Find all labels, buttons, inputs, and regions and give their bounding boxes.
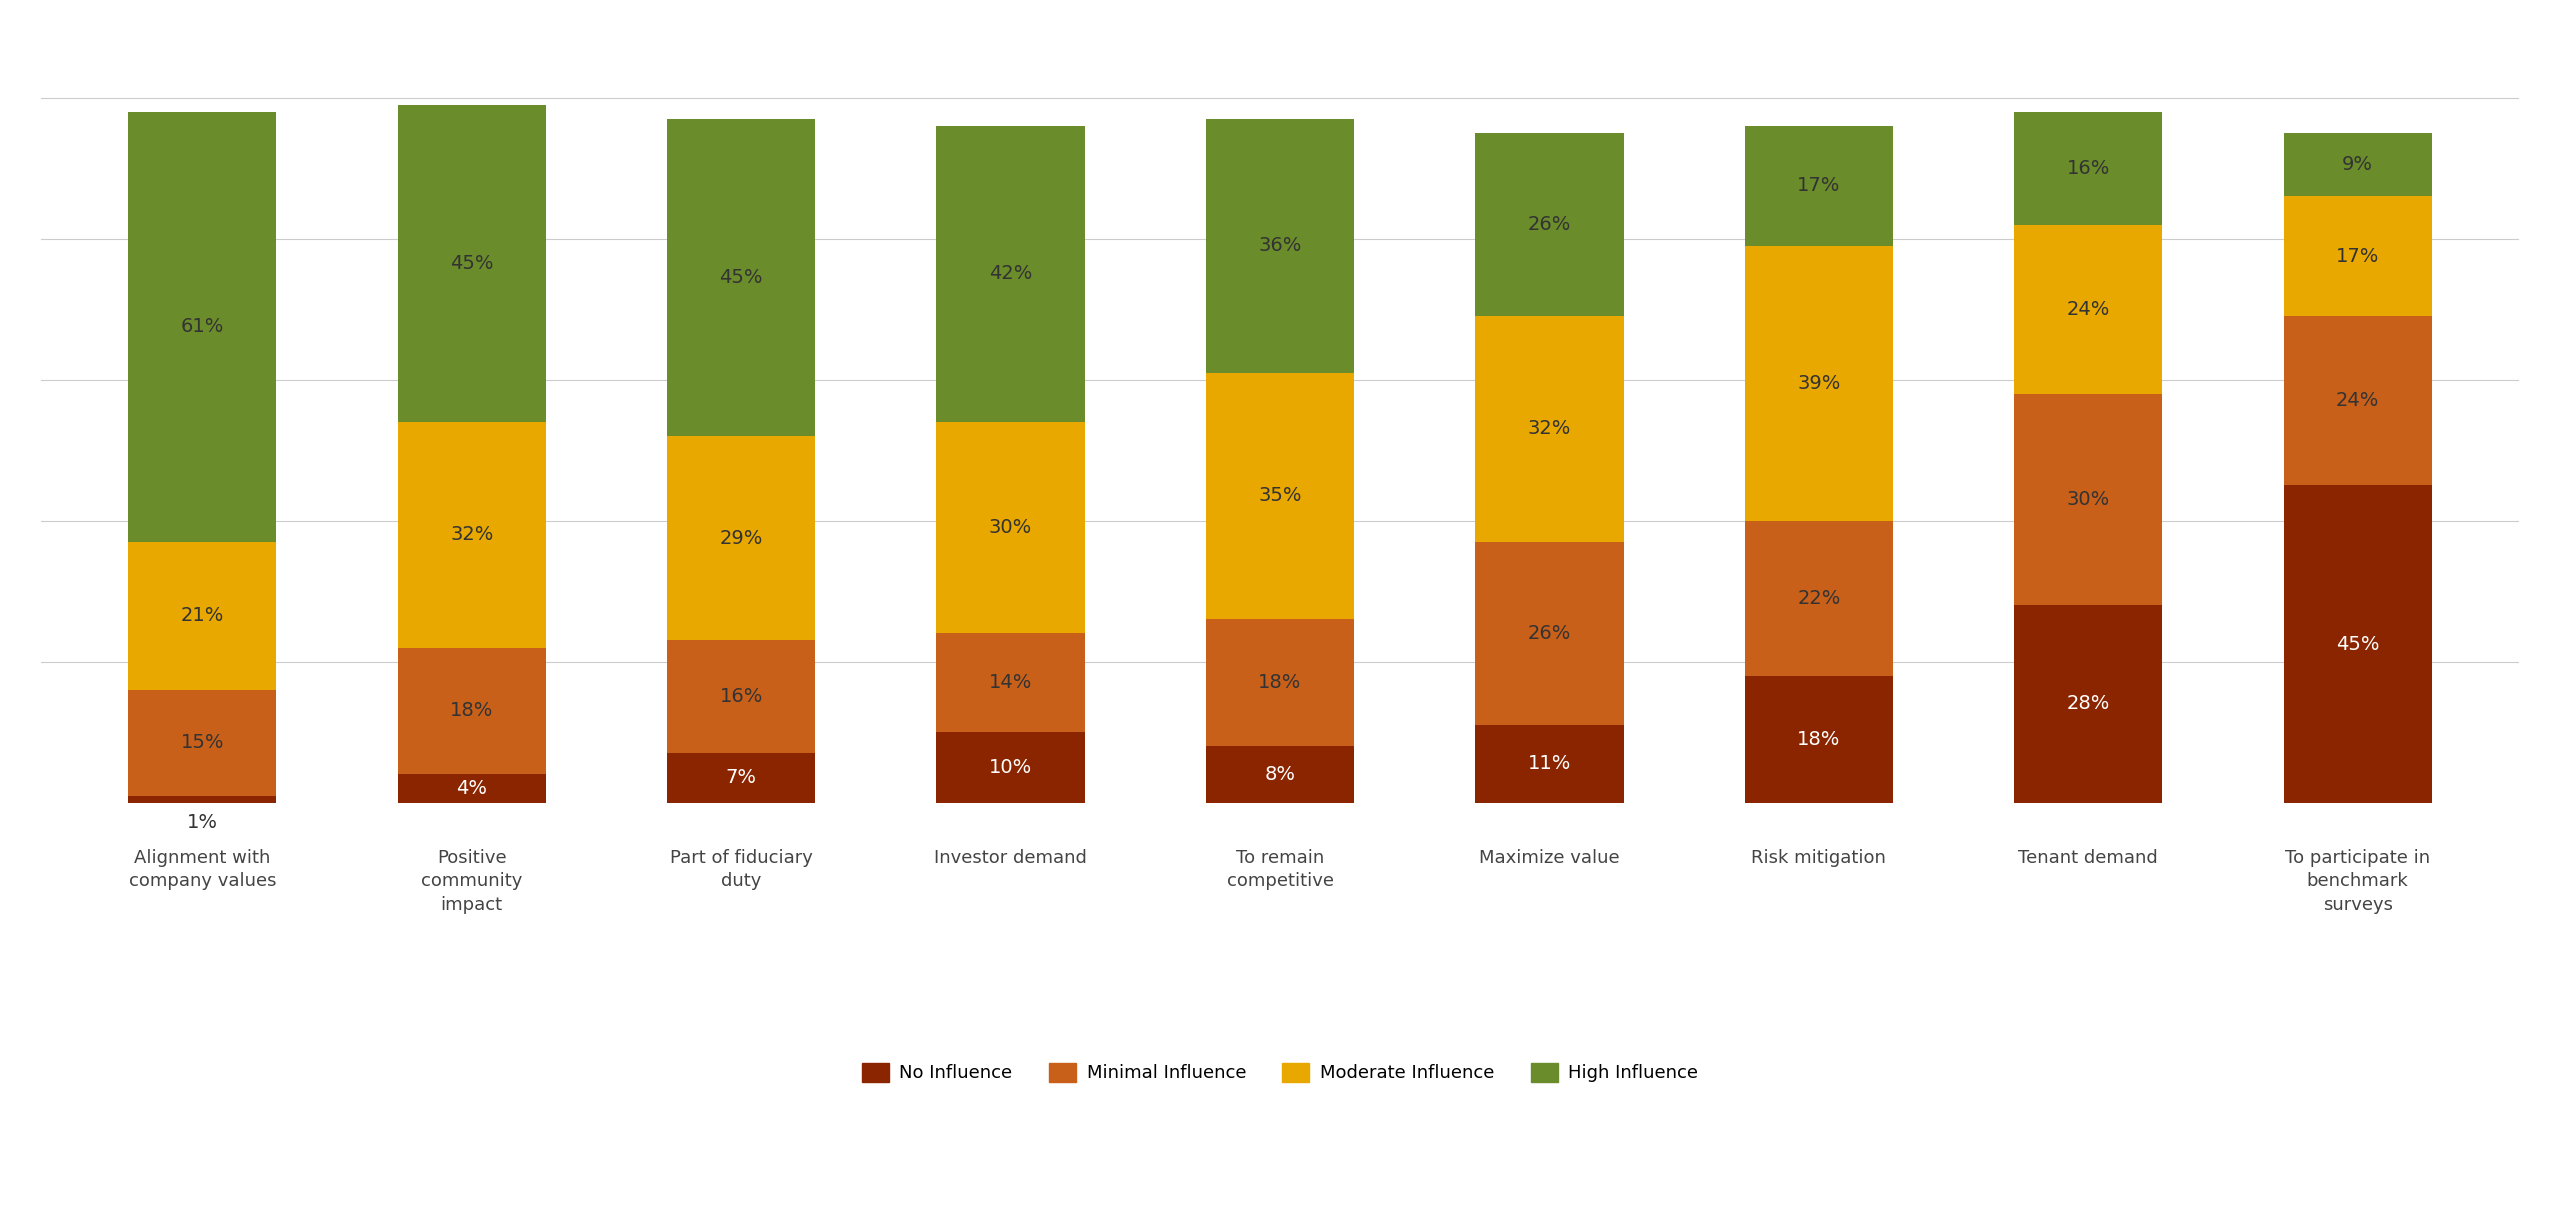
Text: 29%: 29%	[719, 528, 763, 548]
Bar	[2284, 486, 2432, 803]
Bar	[937, 633, 1085, 733]
Bar	[668, 119, 814, 436]
Bar	[128, 112, 276, 542]
Text: 24%: 24%	[2066, 299, 2109, 319]
Bar	[2284, 316, 2432, 486]
Bar	[397, 774, 545, 803]
Text: 22%: 22%	[1797, 589, 1841, 607]
Text: 15%: 15%	[182, 733, 225, 752]
Bar	[668, 753, 814, 803]
Bar	[128, 796, 276, 803]
Bar	[128, 542, 276, 690]
Text: 24%: 24%	[2337, 392, 2378, 410]
Text: 9%: 9%	[2342, 155, 2373, 174]
Text: 35%: 35%	[1260, 487, 1300, 505]
Bar	[937, 125, 1085, 422]
Text: 14%: 14%	[988, 673, 1032, 692]
Text: 39%: 39%	[1797, 374, 1841, 393]
Text: 16%: 16%	[719, 688, 763, 706]
Text: 16%: 16%	[2066, 158, 2109, 178]
Text: 26%: 26%	[1528, 624, 1572, 643]
Bar	[128, 690, 276, 796]
Text: 18%: 18%	[1797, 730, 1841, 748]
Bar	[1746, 675, 1892, 803]
Text: 45%: 45%	[719, 268, 763, 287]
Text: 4%: 4%	[456, 779, 486, 798]
Bar	[668, 436, 814, 640]
Text: 7%: 7%	[724, 768, 758, 787]
Text: 30%: 30%	[2066, 490, 2109, 509]
Text: 30%: 30%	[988, 518, 1032, 537]
Text: 45%: 45%	[451, 254, 494, 273]
Text: 36%: 36%	[1260, 236, 1300, 256]
Bar	[1746, 246, 1892, 521]
Text: 11%: 11%	[1528, 755, 1572, 773]
Text: 45%: 45%	[2335, 634, 2378, 654]
Bar	[1475, 316, 1623, 542]
Bar	[2284, 133, 2432, 196]
Bar	[1206, 119, 1354, 372]
Bar	[1746, 521, 1892, 675]
Bar	[1475, 725, 1623, 803]
Bar	[937, 733, 1085, 803]
Bar	[2015, 394, 2163, 605]
Bar	[397, 105, 545, 422]
Bar	[1206, 372, 1354, 619]
Text: 10%: 10%	[988, 758, 1032, 776]
Text: 17%: 17%	[1797, 176, 1841, 195]
Text: 32%: 32%	[451, 526, 494, 544]
Bar	[2015, 605, 2163, 803]
Text: 61%: 61%	[182, 318, 223, 336]
Text: 28%: 28%	[2066, 695, 2109, 713]
Bar	[1206, 619, 1354, 746]
Text: 8%: 8%	[1265, 765, 1295, 784]
Text: 18%: 18%	[1260, 673, 1300, 692]
Legend: No Influence, Minimal Influence, Moderate Influence, High Influence: No Influence, Minimal Influence, Moderat…	[855, 1056, 1705, 1089]
Bar	[1746, 125, 1892, 246]
Bar	[1475, 133, 1623, 316]
Bar	[937, 422, 1085, 633]
Text: 18%: 18%	[451, 701, 494, 720]
Text: 1%: 1%	[187, 813, 218, 832]
Text: 21%: 21%	[182, 606, 223, 626]
Text: 42%: 42%	[988, 264, 1032, 284]
Bar	[397, 422, 545, 647]
Bar	[1475, 542, 1623, 725]
Text: 26%: 26%	[1528, 215, 1572, 234]
Bar	[2015, 225, 2163, 394]
Bar	[2284, 196, 2432, 316]
Text: 17%: 17%	[2337, 247, 2378, 265]
Bar	[397, 647, 545, 774]
Bar	[1206, 746, 1354, 803]
Bar	[668, 640, 814, 753]
Text: 32%: 32%	[1528, 420, 1572, 438]
Bar	[2015, 112, 2163, 225]
